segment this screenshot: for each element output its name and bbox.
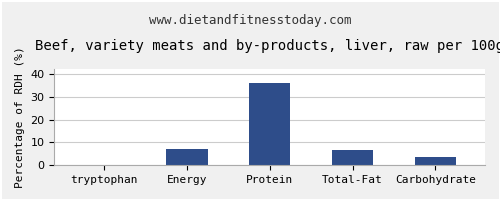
Text: www.dietandfitnesstoday.com: www.dietandfitnesstoday.com (149, 14, 351, 27)
Bar (166, 149, 207, 165)
Bar (249, 83, 290, 165)
Title: Beef, variety meats and by-products, liver, raw per 100g: Beef, variety meats and by-products, liv… (35, 39, 500, 53)
Bar (414, 157, 456, 165)
Bar (332, 150, 373, 165)
Y-axis label: Percentage of RDH (%): Percentage of RDH (%) (15, 46, 25, 188)
